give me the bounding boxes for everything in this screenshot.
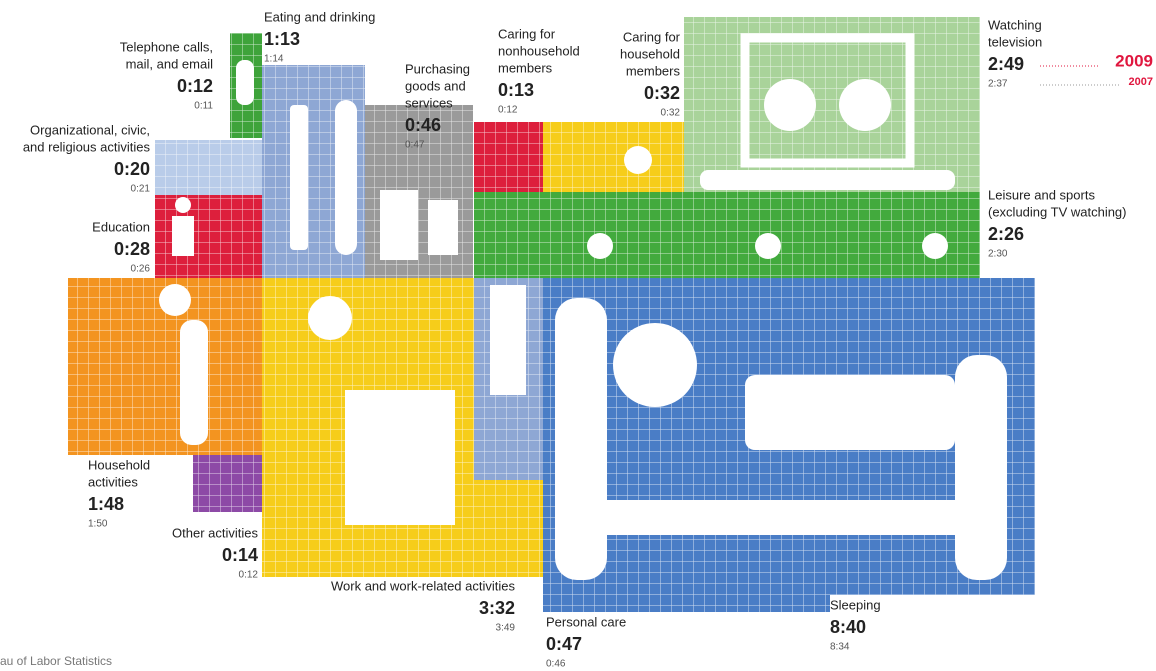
icon-cleaner-body xyxy=(180,320,208,445)
activity-previous: 0:32 xyxy=(661,108,681,119)
legend-current: 2009 xyxy=(1115,51,1153,70)
activity-previous: 1:50 xyxy=(88,519,108,530)
activity-label: household xyxy=(620,46,680,61)
activity-previous: 0:12 xyxy=(498,105,518,116)
icon-phone xyxy=(236,60,254,105)
icon-viewer xyxy=(839,79,891,131)
activity-label: members xyxy=(626,63,681,78)
activity-label: television xyxy=(988,34,1042,49)
activity-previous: 0:26 xyxy=(131,264,151,275)
activity-value: 0:47 xyxy=(546,634,582,654)
activity-label: Sleeping xyxy=(830,597,881,612)
icon-worker xyxy=(308,296,352,340)
activity-label: Watching xyxy=(988,17,1042,32)
activity-previous: 0:46 xyxy=(546,659,566,670)
icon-swimmer xyxy=(587,233,613,259)
activity-label: Purchasing xyxy=(405,61,470,76)
activity-label: Caring for xyxy=(498,26,556,41)
icons xyxy=(159,33,1007,580)
activity-value: 0:13 xyxy=(498,80,534,100)
icon-bed-frame xyxy=(600,500,960,535)
activity-label: Personal care xyxy=(546,614,626,629)
activity-label: mail, and email xyxy=(126,56,214,71)
activity-label: (excluding TV watching) xyxy=(988,204,1127,219)
activity-previous: 2:30 xyxy=(988,249,1008,260)
icon-bed-foot xyxy=(955,355,1007,580)
activity-label: Other activities xyxy=(172,525,258,540)
activity-label: goods and xyxy=(405,78,466,93)
icon-desk xyxy=(172,216,194,256)
activity-previous: 3:49 xyxy=(496,623,516,634)
activity-previous: 0:21 xyxy=(131,184,151,195)
activity-label: Household xyxy=(88,457,150,472)
activity-value: 0:46 xyxy=(405,115,441,135)
icon-bed-head xyxy=(555,298,607,580)
icon-comb xyxy=(490,285,526,395)
activity-value: 1:13 xyxy=(264,29,300,49)
icon-work-desk xyxy=(345,390,455,525)
activity-label: activities xyxy=(88,474,138,489)
source: au of Labor Statistics xyxy=(0,654,112,668)
activity-previous: 0:11 xyxy=(194,101,213,112)
icon-tv xyxy=(740,33,915,168)
activity-label: Education xyxy=(92,219,150,234)
icon-bag xyxy=(428,200,458,255)
activity-value: 2:49 xyxy=(988,54,1024,74)
activity-value: 3:32 xyxy=(479,598,515,618)
activity-label: and religious activities xyxy=(23,139,151,154)
activity-value: 0:12 xyxy=(177,76,213,96)
icon-baby xyxy=(624,146,652,174)
activity-label: Eating and drinking xyxy=(264,9,375,24)
activity-value: 8:40 xyxy=(830,617,866,637)
icon-sleeper xyxy=(613,323,697,407)
activity-label: Leisure and sports xyxy=(988,187,1095,202)
icon-cleaner xyxy=(159,284,191,316)
activity-label: nonhousehold xyxy=(498,43,580,58)
activity-label: Work and work-related activities xyxy=(331,578,515,593)
activity-previous: 1:14 xyxy=(264,54,284,65)
icon-swimmer xyxy=(755,233,781,259)
icon-fork xyxy=(290,105,308,250)
activity-value: 0:14 xyxy=(222,545,258,565)
activity-value: 0:32 xyxy=(644,83,680,103)
activity-value: 0:28 xyxy=(114,239,150,259)
activity-label: Telephone calls, xyxy=(120,39,213,54)
activity-value: 2:26 xyxy=(988,224,1024,244)
activity-label: Caring for xyxy=(623,29,681,44)
legend-previous: 2007 xyxy=(1129,76,1153,88)
icon-blanket xyxy=(745,375,955,450)
icon-student xyxy=(175,197,191,213)
activity-previous: 8:34 xyxy=(830,642,850,653)
icon-couch xyxy=(700,170,955,190)
activity-previous: 2:37 xyxy=(988,79,1008,90)
icon-gift xyxy=(380,190,418,260)
icon-viewer xyxy=(764,79,816,131)
activity-value: 0:20 xyxy=(114,159,150,179)
activity-previous: 0:47 xyxy=(405,140,425,151)
activity-label: Organizational, civic, xyxy=(30,122,150,137)
activity-label: services xyxy=(405,95,453,110)
icon-knife xyxy=(335,100,357,255)
activity-value: 1:48 xyxy=(88,494,124,514)
activity-previous: 0:12 xyxy=(239,570,259,581)
icon-swimmer xyxy=(922,233,948,259)
activity-label: members xyxy=(498,60,553,75)
